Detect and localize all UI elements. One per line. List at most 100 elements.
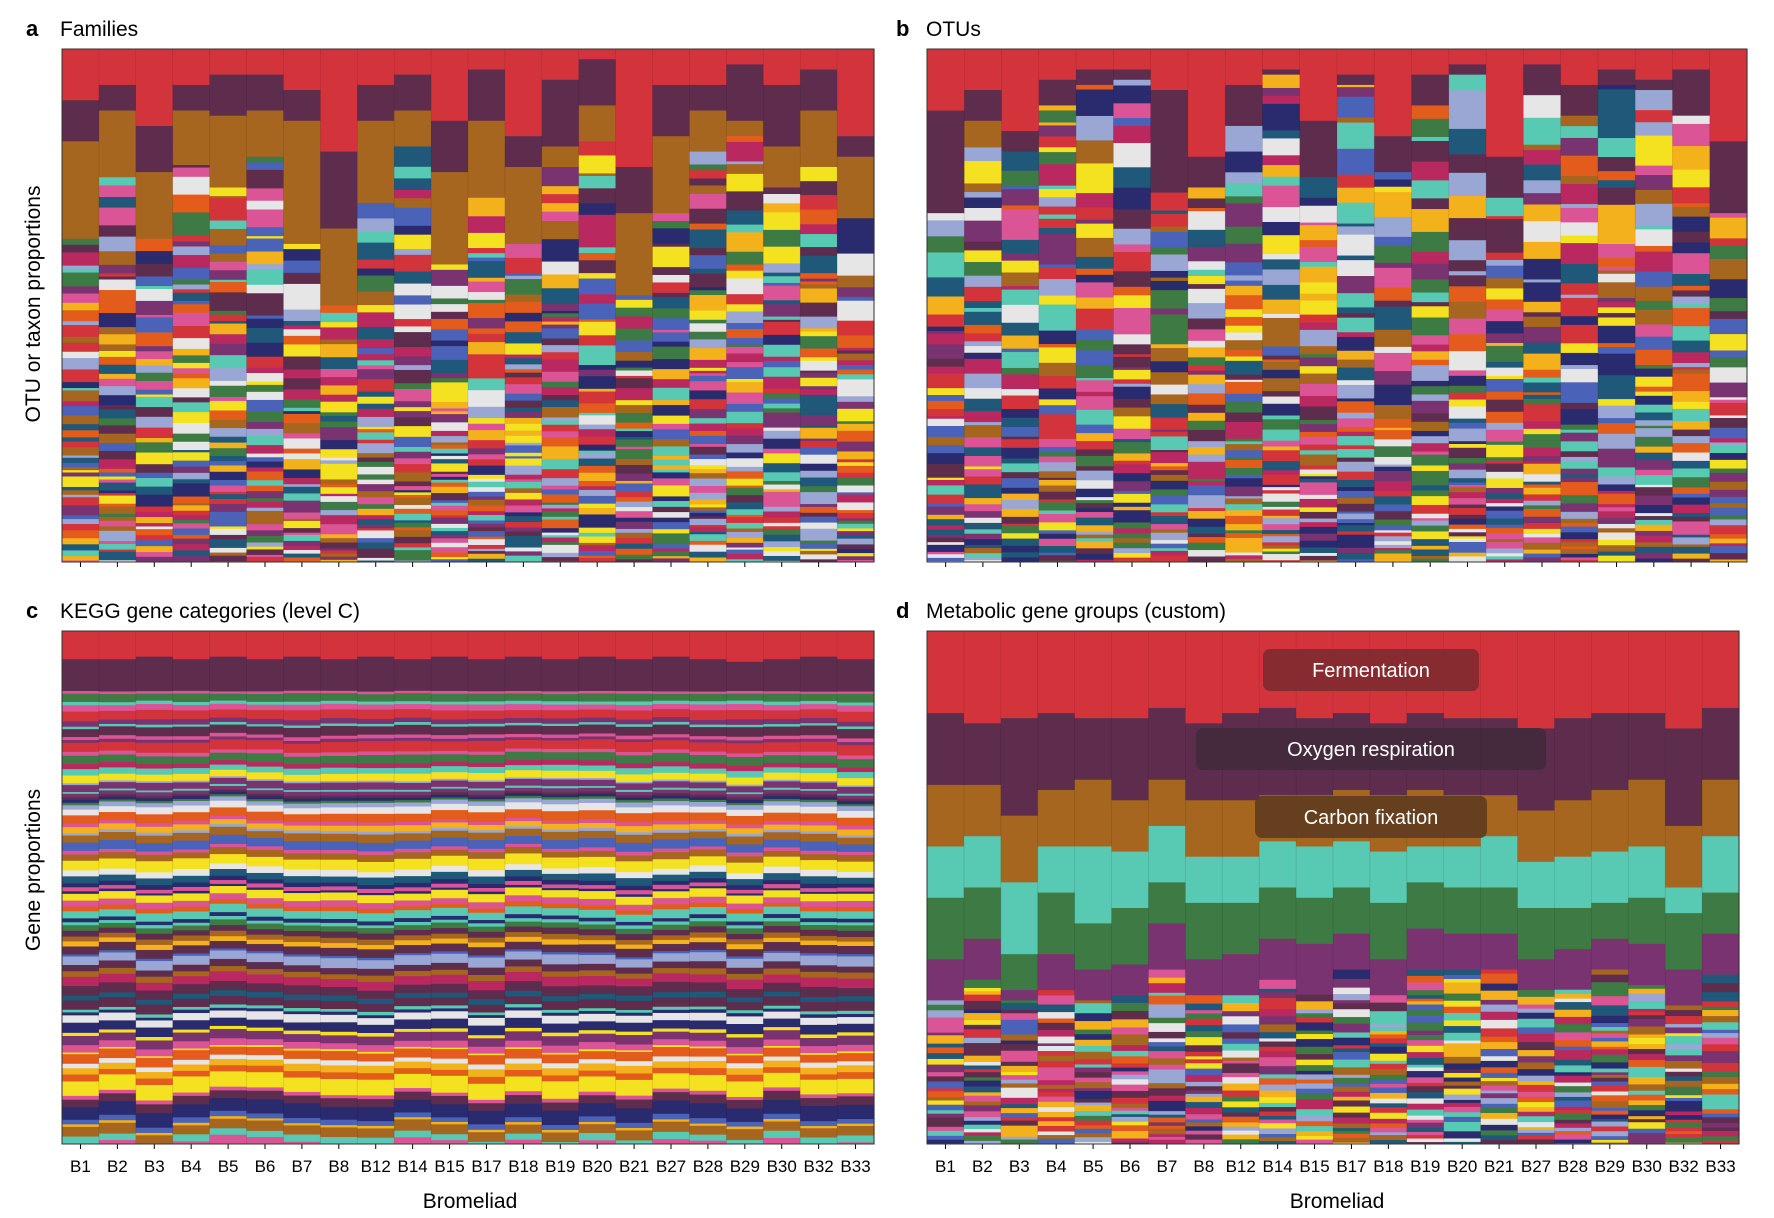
band-c-B18 (504, 787, 543, 792)
band-c-B29 (726, 956, 764, 960)
band-c-B4 (172, 953, 211, 957)
band-a-B12 (357, 379, 395, 392)
band-c-B27 (652, 752, 691, 763)
band-c-B6 (246, 823, 285, 830)
band-a-B1 (62, 530, 100, 536)
band-c-B32 (800, 940, 838, 946)
band-a-B3 (135, 407, 174, 418)
band-c-B2 (98, 1122, 137, 1134)
band-c-B30 (763, 1113, 801, 1120)
band-d-B2 (963, 1086, 1002, 1093)
band-d-B17 (1333, 994, 1371, 1001)
band-c-B7 (283, 740, 321, 745)
band-c-B5 (209, 717, 248, 723)
band-c-B1 (62, 721, 100, 728)
band-a-B29 (726, 210, 764, 225)
segment-a-B32-s1 (800, 69, 838, 111)
band-b-B14 (1262, 87, 1301, 97)
band-b-B8 (1187, 547, 1226, 551)
band-c-B2 (98, 820, 137, 824)
band-c-B21 (615, 701, 654, 706)
band-a-B1 (62, 406, 100, 416)
band-a-B3 (135, 300, 174, 316)
band-a-B29 (726, 411, 764, 424)
band-d-B6 (1111, 1039, 1150, 1046)
band-c-B27 (652, 1139, 691, 1145)
band-b-B6 (1113, 502, 1152, 508)
band-d-B17 (1333, 1086, 1371, 1093)
band-b-B3 (1001, 389, 1040, 396)
band-c-B32 (800, 806, 838, 814)
band-c-B6 (246, 796, 285, 800)
band-a-B12 (357, 305, 395, 313)
band-c-B4 (172, 790, 211, 795)
band-a-B20 (578, 415, 617, 426)
band-c-B4 (172, 1125, 211, 1135)
band-a-B18 (504, 499, 543, 506)
band-a-B15 (431, 510, 469, 516)
band-d-B4 (1037, 1131, 1076, 1136)
band-c-B2 (98, 767, 137, 775)
band-b-B30 (1635, 189, 1674, 205)
band-b-B15 (1299, 518, 1338, 523)
band-b-B30 (1635, 160, 1674, 166)
band-c-B15 (431, 812, 469, 820)
band-c-B30 (763, 762, 801, 768)
band-c-B15 (431, 865, 469, 873)
band-d-B1 (927, 1047, 965, 1054)
band-c-B29 (726, 765, 764, 772)
band-c-B2 (98, 891, 137, 899)
band-a-B1 (62, 252, 100, 267)
band-c-B5 (209, 854, 248, 864)
band-c-B6 (246, 837, 285, 847)
band-a-B28 (689, 525, 727, 528)
band-a-B19 (541, 194, 580, 204)
y-axis-label-c: Gene proportions (22, 789, 45, 951)
band-c-B5 (209, 826, 248, 836)
band-c-B30 (763, 787, 801, 791)
band-c-B30 (763, 950, 801, 954)
band-a-B5 (209, 355, 248, 369)
band-c-B5 (209, 1090, 248, 1099)
band-a-B27 (652, 213, 691, 222)
band-d-B12 (1222, 1122, 1260, 1128)
band-a-B7 (283, 249, 321, 262)
band-c-B20 (578, 873, 617, 882)
band-a-B14 (394, 225, 432, 236)
band-d-B5 (1074, 1059, 1113, 1065)
band-c-B19 (541, 976, 580, 987)
band-c-B1 (62, 693, 100, 703)
band-b-B5 (1076, 541, 1114, 549)
band-c-B2 (98, 829, 137, 833)
band-a-B4 (172, 490, 211, 497)
band-c-B19 (541, 775, 580, 779)
band-d-B12 (1222, 1130, 1260, 1136)
band-a-B21 (615, 352, 654, 362)
band-c-B27 (652, 997, 691, 1008)
band-c-B3 (135, 889, 174, 894)
band-c-B6 (246, 929, 285, 936)
band-a-B1 (62, 560, 100, 563)
segment-a-B28-s0 (689, 49, 727, 86)
band-a-B1 (62, 272, 100, 287)
segment-b-B21-s0 (1486, 49, 1524, 158)
band-c-B18 (504, 1007, 543, 1011)
band-c-B19 (541, 786, 580, 789)
band-a-B27 (652, 221, 691, 229)
band-a-B32 (800, 372, 838, 379)
band-c-B18 (504, 1076, 543, 1086)
band-b-B20 (1448, 447, 1487, 459)
band-c-B14 (394, 921, 432, 926)
band-c-B14 (394, 740, 432, 752)
band-c-B18 (504, 996, 543, 1005)
band-a-B18 (504, 492, 543, 500)
band-d-B8 (1185, 1051, 1223, 1057)
band-d-B15 (1296, 994, 1334, 1002)
band-c-B1 (62, 737, 100, 741)
band-b-B14 (1262, 551, 1301, 555)
band-a-B17 (468, 197, 506, 217)
band-b-B14 (1262, 554, 1301, 561)
band-b-B20 (1448, 240, 1487, 261)
band-c-B14 (394, 976, 432, 986)
band-b-B3 (1001, 272, 1040, 287)
